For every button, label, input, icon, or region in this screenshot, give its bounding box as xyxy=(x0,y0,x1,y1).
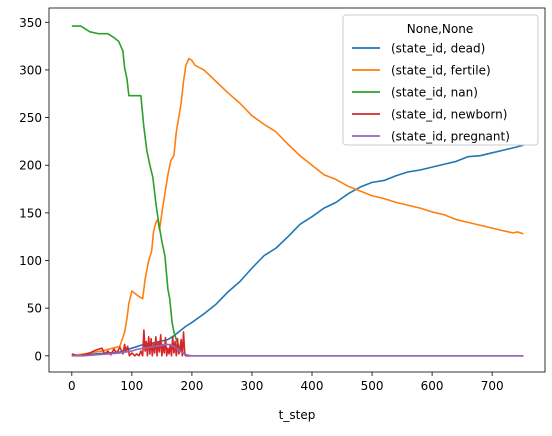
y-tick-label: 250 xyxy=(19,111,42,125)
legend-entry-label: (state_id, fertile) xyxy=(391,64,491,78)
x-axis-label: t_step xyxy=(279,408,316,422)
y-tick-label: 300 xyxy=(19,63,42,77)
x-tick-label: 400 xyxy=(301,379,324,393)
x-tick-label: 300 xyxy=(241,379,264,393)
y-axis: 0 50 100 150 200 250 300 350 xyxy=(19,16,49,363)
legend: None,None (state_id, dead) (state_id, fer… xyxy=(342,14,539,146)
legend-entry-label: (state_id, pregnant) xyxy=(391,130,510,144)
legend-entries: (state_id, dead) (state_id, fertile) (stat… xyxy=(352,42,510,144)
legend-frame xyxy=(342,14,539,146)
series-line-2 xyxy=(71,25,187,357)
legend-entry-label: (state_id, newborn) xyxy=(391,108,507,122)
x-tick-label: 200 xyxy=(180,379,203,393)
series-line-0 xyxy=(71,144,524,357)
x-tick-label: 0 xyxy=(68,379,76,393)
legend-entry-label: (state_id, dead) xyxy=(391,42,485,56)
x-tick-label: 100 xyxy=(120,379,143,393)
y-tick-label: 150 xyxy=(19,206,42,220)
y-tick-label: 0 xyxy=(34,349,42,363)
y-tick-label: 200 xyxy=(19,159,42,173)
legend-title: None,None xyxy=(407,22,473,36)
x-axis: 0 100 200 300 400 500 600 700 xyxy=(68,372,504,393)
x-tick-label: 500 xyxy=(361,379,384,393)
x-tick-label: 700 xyxy=(481,379,504,393)
x-tick-label: 600 xyxy=(421,379,444,393)
series-line-4 xyxy=(71,343,524,357)
y-tick-label: 100 xyxy=(19,254,42,268)
series-line-1 xyxy=(71,57,524,357)
y-tick-label: 50 xyxy=(27,302,42,316)
y-tick-label: 350 xyxy=(19,16,42,30)
series-line-3 xyxy=(71,329,524,357)
series-layer xyxy=(71,25,524,357)
legend-entry-label: (state_id, nan) xyxy=(391,86,478,100)
axes-frame xyxy=(48,7,546,373)
